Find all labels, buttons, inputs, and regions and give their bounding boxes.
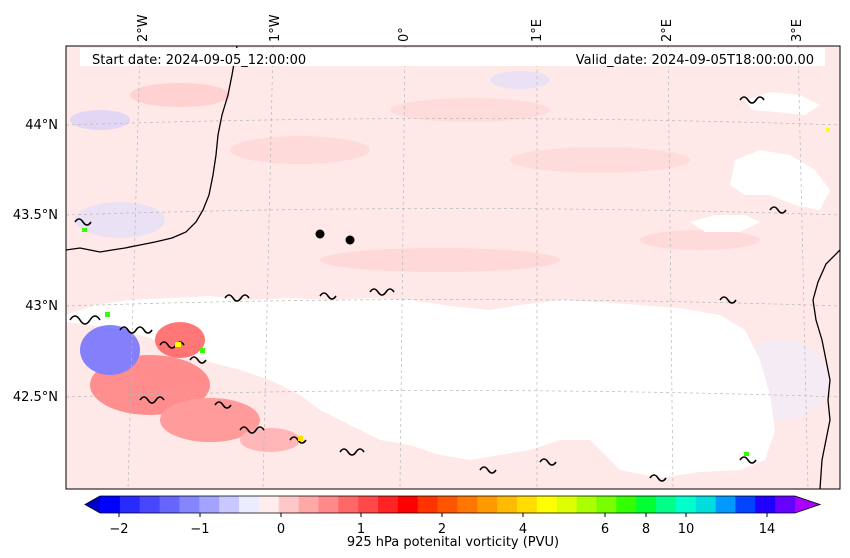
colorbar-swatch [715, 496, 736, 513]
colorbar-swatch [775, 496, 796, 513]
colorbar-swatch [258, 496, 280, 513]
colorbar-swatch [417, 496, 439, 513]
colorbar-outline [84, 495, 822, 514]
colorbar-swatch [576, 496, 597, 513]
colorbar-title: 925 hPa potenital vorticity (PVU) [347, 535, 559, 550]
colorbar-swatch [378, 496, 399, 513]
colorbar-swatch [437, 496, 458, 513]
lon-label: 0° [397, 27, 412, 42]
graticule [66, 46, 840, 489]
colorbar-swatch [556, 496, 578, 513]
map-frame [65, 45, 841, 490]
cb-tick-label: 6 [601, 522, 609, 537]
cb-tick-label: 4 [519, 522, 527, 537]
cb-tick-label: 10 [678, 522, 695, 537]
colorbar-swatch [278, 496, 300, 513]
lat-label: 43°N [25, 299, 58, 314]
colorbar-swatch [636, 496, 657, 513]
colorbar-swatch [239, 496, 260, 513]
colorbar-swatch [199, 496, 220, 513]
colorbar-swatch [656, 496, 677, 513]
mediterranean-coast [812, 249, 840, 489]
coastlines [66, 46, 840, 489]
masked-terrain-east [730, 150, 830, 210]
cb-tick-label: 1 [357, 522, 365, 537]
colorbar-swatch [397, 496, 419, 513]
lon-label: 1°E [530, 19, 545, 42]
station-marker[interactable] [315, 229, 325, 239]
colorbar-swatch [497, 496, 518, 513]
colorbar-swatch [139, 496, 161, 513]
colorbar-swatch [179, 496, 200, 513]
cb-tick-label: −2 [109, 522, 128, 537]
map-panel[interactable]: Start date: 2024-09-05_12:00:00 Valid_da… [66, 46, 840, 489]
station-marker[interactable] [345, 235, 355, 245]
cb-tick-label: 14 [759, 522, 776, 537]
lat-label: 44°N [25, 118, 58, 133]
pv-contour-lines [69, 96, 787, 482]
colorbar-swatch [616, 496, 637, 513]
colorbar-swatch [695, 496, 717, 513]
masked-terrain-mid-east [690, 215, 760, 232]
cb-tick-label: 8 [642, 522, 650, 537]
start-date-label: Start date: 2024-09-05_12:00:00 [92, 53, 306, 68]
colorbar-ticks: −2 −1 0 1 2 4 6 8 10 14 [109, 522, 775, 537]
colorbar-swatch [675, 496, 697, 513]
colorbar-swatch [338, 496, 359, 513]
cb-tick-label: −1 [190, 522, 209, 537]
colorbar-swatch [517, 496, 538, 513]
colorbar-swatch [219, 496, 240, 513]
colorbar-swatch [536, 496, 558, 513]
colorbar-swatch [159, 496, 180, 513]
colorbar-swatch [119, 496, 141, 513]
colorbar-swatch [457, 496, 478, 513]
lon-label: 3°E [790, 19, 805, 42]
lon-label: 2°W [136, 14, 151, 42]
masked-terrain-ne [745, 92, 820, 115]
colorbar-swatch [477, 496, 498, 513]
pv-color-patches [82, 128, 830, 456]
cb-tick-label: 2 [438, 522, 446, 537]
colorbar-swatch [755, 496, 776, 513]
latitude-labels: 44°N 43.5°N 43°N 42.5°N [13, 118, 58, 405]
colorbar-swatch [596, 496, 617, 513]
lat-label: 43.5°N [13, 208, 58, 223]
colorbar [84, 495, 822, 517]
pv-high-values-west [80, 322, 300, 452]
colorbar-swatch [358, 496, 379, 513]
longitude-labels: 2°W 1°W 0° 1°E 2°E 3°E [136, 14, 805, 42]
colorbar-extend-over [795, 496, 820, 513]
french-atlantic-coast [66, 46, 238, 253]
colorbar-extend-under [85, 496, 100, 513]
valid-date-label: Valid_date: 2024-09-05T18:00:00.00 [576, 53, 814, 68]
lon-label: 1°W [268, 14, 283, 42]
lon-label: 2°E [660, 19, 675, 42]
colorbar-swatch [100, 496, 121, 513]
colorbar-swatch [298, 496, 319, 513]
lat-label: 42.5°N [13, 390, 58, 405]
colorbar-swatch [735, 496, 756, 513]
cb-tick-label: 0 [277, 522, 285, 537]
colorbar-swatch [318, 496, 339, 513]
masked-terrain-region [66, 296, 775, 478]
header-band [80, 48, 825, 66]
